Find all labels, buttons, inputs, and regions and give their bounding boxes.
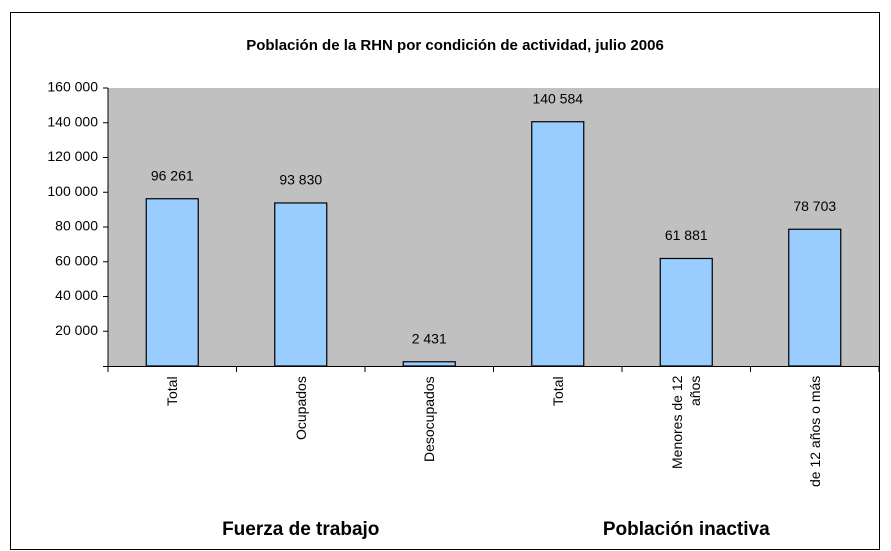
x-tick-label: Total bbox=[164, 376, 181, 406]
x-tick-label: Desocupados bbox=[421, 376, 438, 462]
y-tick-label: 160 000 bbox=[47, 79, 98, 95]
x-tick-label: Ocupados bbox=[292, 376, 309, 440]
data-label: 61 881 bbox=[665, 227, 708, 243]
y-tick-label: 100 000 bbox=[47, 183, 98, 199]
data-label: 140 584 bbox=[532, 90, 583, 106]
data-label: 2 431 bbox=[412, 330, 447, 346]
bar bbox=[788, 228, 842, 367]
bar bbox=[402, 361, 456, 367]
chart-title: Población de la RHN por condición de act… bbox=[246, 37, 664, 54]
y-tick-label: 60 000 bbox=[55, 252, 98, 268]
y-tick-label: 40 000 bbox=[55, 287, 98, 303]
x-tick-label: Menores de 12 años bbox=[669, 376, 704, 470]
y-tick-label: 120 000 bbox=[47, 148, 98, 164]
x-tick-label: Total bbox=[549, 376, 566, 406]
y-tick-label: 80 000 bbox=[55, 218, 98, 234]
data-label: 93 830 bbox=[279, 172, 322, 188]
y-tick-label: 140 000 bbox=[47, 113, 98, 129]
bar bbox=[659, 257, 713, 367]
bar bbox=[531, 121, 585, 367]
bar bbox=[145, 198, 199, 367]
data-label: 96 261 bbox=[151, 167, 194, 183]
data-label: 78 703 bbox=[793, 198, 836, 214]
group-label: Fuerza de trabajo bbox=[222, 519, 379, 540]
x-tick-label: de 12 años o más bbox=[806, 376, 823, 488]
plot-area bbox=[108, 88, 879, 366]
bar bbox=[274, 202, 328, 367]
group-label: Población inactiva bbox=[603, 519, 770, 540]
y-tick-label: 20 000 bbox=[55, 322, 98, 338]
